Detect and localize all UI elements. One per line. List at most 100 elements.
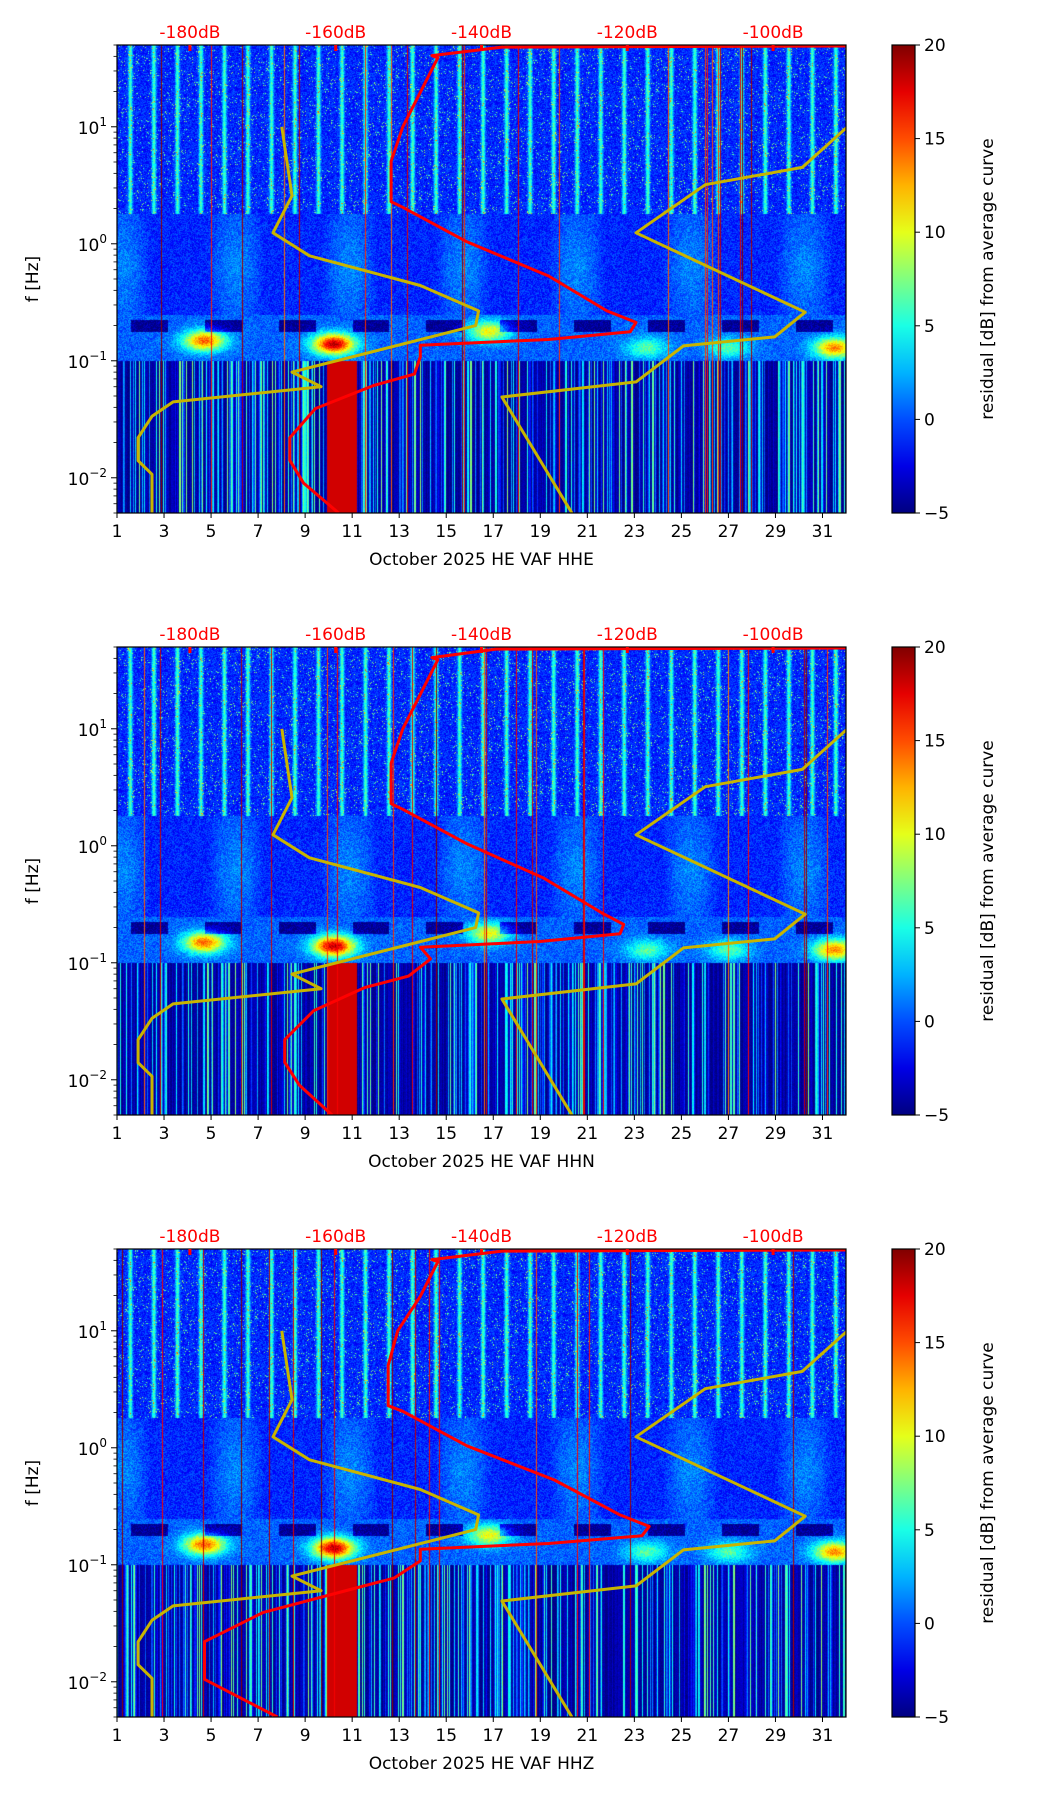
db-tick-label: -160dB [305,23,366,43]
y-tick-base: 10 [68,1557,90,1577]
y-tick-label: 101 [78,1319,107,1343]
x-tick-label: 29 [765,1726,787,1746]
colorbar-tick-label: 5 [924,1521,935,1541]
y-tick-base: 10 [78,236,100,256]
x-tick-label: 19 [529,522,551,542]
y-tick-base: 10 [78,119,100,139]
db-tick-label: -100dB [743,625,804,645]
y-tick-base: 10 [78,1323,100,1343]
x-tick-label: 23 [624,522,646,542]
db-tick-label: -140dB [451,1227,512,1247]
colorbar-tick-label: 5 [924,317,935,337]
y-tick-label: 101 [78,115,107,139]
x-tick-label: 31 [812,1726,834,1746]
colorbar-tick-label: 15 [924,1334,946,1354]
db-tick-label: -120dB [597,625,658,645]
spectrogram-image [117,1249,846,1717]
y-tick-label: 10−2 [68,1068,107,1092]
y-tick-exponent: −1 [89,349,107,363]
spectrogram-image [117,647,846,1115]
y-tick-label: 100 [78,1436,107,1460]
db-tick-label: -100dB [743,1227,804,1247]
x-axis-label: October 2025 HE VAF HHN [368,1152,595,1172]
y-tick-exponent: 1 [99,1319,107,1333]
x-tick-label: 31 [812,522,834,542]
x-tick-label: 13 [388,522,410,542]
nlnm-line [136,728,481,1115]
x-tick-label: 21 [577,522,599,542]
y-tick-label: 10−2 [68,1670,107,1694]
x-tick-label: 19 [529,1726,551,1746]
db-tick-label: -180dB [159,1227,220,1247]
colorbar-tick-label: 20 [924,638,946,658]
colorbar-label: residual [dB] from average curve [978,138,998,419]
x-axis-label: October 2025 HE VAF HHZ [369,1754,595,1774]
y-tick-exponent: 0 [99,232,107,246]
x-tick-label: 15 [435,1124,457,1144]
db-tick-label: -160dB [305,1227,366,1247]
y-tick-base: 10 [68,955,90,975]
colorbar [891,646,916,1116]
y-tick-exponent: −2 [89,1068,107,1082]
x-tick-label: 23 [624,1726,646,1746]
x-tick-label: 27 [718,522,740,542]
x-tick-label: 19 [529,1124,551,1144]
x-tick-label: 7 [253,1726,264,1746]
db-tick-label: -140dB [451,625,512,645]
curves [136,647,846,1115]
x-tick-label: 7 [253,1124,264,1144]
colorbar-tick-label: 15 [924,732,946,752]
y-tick-label: 10−2 [68,466,107,490]
y-tick-base: 10 [68,353,90,373]
y-axis-label: f [Hz] [23,1460,43,1506]
colorbar-tick-label: −5 [924,504,949,524]
x-tick-label: 3 [159,1726,170,1746]
x-tick-label: 25 [671,1124,693,1144]
y-tick-exponent: 0 [99,1436,107,1450]
y-tick-exponent: 1 [99,717,107,731]
y-tick-base: 10 [68,1674,90,1694]
y-tick-label: 10−1 [68,1553,107,1577]
db-tick-label: -160dB [305,625,366,645]
x-tick-label: 1 [112,1726,123,1746]
y-tick-base: 10 [78,838,100,858]
mean-psd-line [288,45,846,513]
y-tick-base: 10 [68,1072,90,1092]
x-tick-label: 17 [482,522,504,542]
colorbar [891,44,916,514]
y-tick-label: 100 [78,232,107,256]
x-tick-label: 15 [435,1726,457,1746]
y-tick-base: 10 [68,470,90,490]
y-tick-exponent: −2 [89,1670,107,1684]
y-tick-exponent: −1 [89,1553,107,1567]
x-tick-label: 9 [300,522,311,542]
mean-psd-line [283,647,846,1115]
y-tick-label: 101 [78,717,107,741]
colorbar-label: residual [dB] from average curve [978,740,998,1021]
x-axis-label: October 2025 HE VAF HHE [369,550,594,570]
colorbar-tick-label: 10 [924,223,946,243]
x-tick-label: 9 [300,1124,311,1144]
nhnm-line [500,126,846,513]
x-tick-label: 31 [812,1124,834,1144]
x-tick-label: 29 [765,1124,787,1144]
x-tick-label: 1 [112,1124,123,1144]
y-tick-label: 10−1 [68,951,107,975]
y-tick-label: 100 [78,834,107,858]
spectrogram-image [117,45,846,513]
colorbar [891,1248,916,1718]
x-tick-label: 7 [253,522,264,542]
nhnm-line [500,728,846,1115]
y-tick-label: 10−1 [68,349,107,373]
colorbar-label: residual [dB] from average curve [978,1342,998,1623]
y-tick-base: 10 [78,721,100,741]
x-tick-label: 17 [482,1726,504,1746]
x-tick-label: 21 [577,1124,599,1144]
y-tick-exponent: 1 [99,115,107,129]
x-tick-label: 11 [341,1726,363,1746]
